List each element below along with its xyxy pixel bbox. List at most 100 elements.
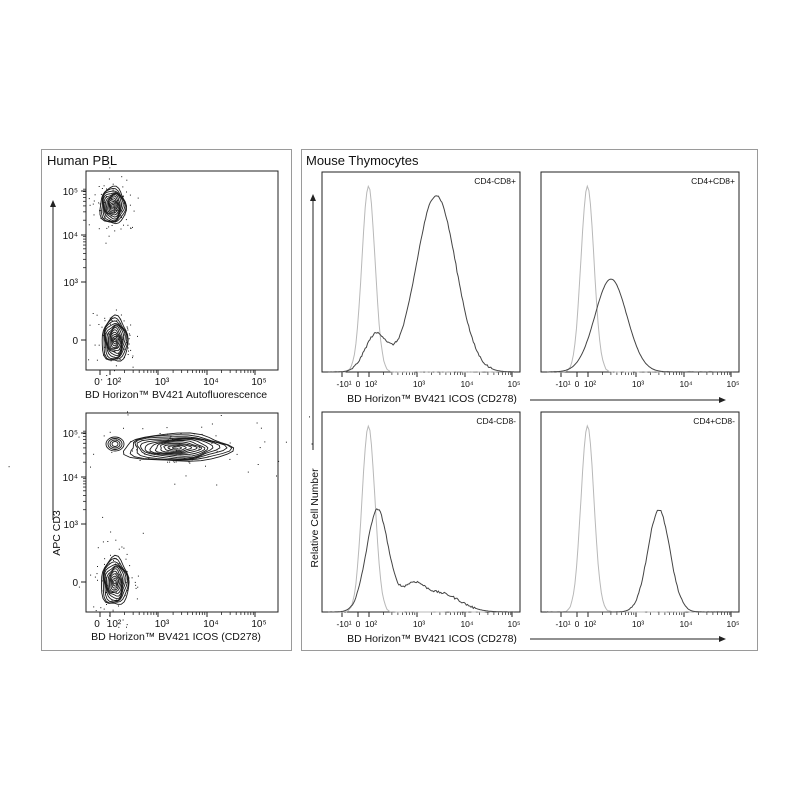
x-tick-label: 10³ [155,619,170,630]
stained-histogram-line [328,508,514,613]
event-dot [278,460,280,462]
contour-line [103,564,127,601]
event-dot [112,337,114,339]
event-dot [111,225,113,226]
event-dot [97,579,98,581]
event-dot [127,224,129,226]
event-dot [114,350,116,352]
contour-line [139,438,214,459]
x-tick-label: 10⁴ [679,379,692,389]
event-dot [110,531,112,533]
event-dot [108,333,110,335]
y-tick-label: 10⁵ [63,429,78,440]
event-dot [256,422,258,424]
event-dot [104,317,106,319]
contour-line [109,201,117,212]
x-tick-label: 10⁴ [203,619,218,630]
event-dot [94,194,96,196]
contour-line [172,446,183,450]
event-dot [109,615,111,617]
event-dot [132,357,133,359]
event-dot [88,198,90,200]
event-dot [115,365,117,367]
event-dot [106,619,108,620]
event-dot [109,317,111,319]
contour-line [159,442,198,454]
event-dot [129,194,131,196]
event-dot [125,558,127,560]
event-dot [174,483,176,485]
event-dot [114,338,115,340]
event-dot [93,214,95,216]
control-histogram-line [328,424,515,613]
event-dot [123,348,125,350]
event-dot [109,593,111,595]
event-dot [120,574,122,576]
x-axis-label: BD Horizon™ BV421 Autofluorescence [85,389,267,401]
event-dot [104,563,105,565]
event-dot [120,228,122,230]
event-dot [96,573,98,575]
event-dot [96,314,98,316]
event-dot [105,196,107,197]
x-tick-label: 10² [584,619,596,629]
event-dot [89,204,91,206]
event-dot [110,360,112,362]
event-dot [98,186,100,187]
event-dot [103,608,105,610]
x-tick-label: 10⁵ [508,379,521,389]
event-dot [259,447,261,449]
contour-line [106,325,123,354]
event-dot [115,309,117,311]
event-dot [132,366,134,368]
event-dot [108,235,110,237]
contour-line [110,331,121,348]
contour-line [101,187,127,223]
control-histogram-line [547,184,734,373]
event-dot [121,210,123,212]
event-dot [111,320,113,322]
event-dot [106,604,107,605]
event-dot [211,442,213,444]
event-dot [128,350,129,352]
event-dot [105,577,107,579]
event-dot [104,558,106,560]
event-dot [115,347,117,349]
event-dot [229,458,231,460]
event-dot [78,436,80,438]
histogram-label: CD4+CD8+ [691,176,735,186]
contour-line [108,199,119,213]
event-dot [108,226,110,228]
event-dot [135,587,137,589]
event-dot [102,334,104,336]
population-0 [88,167,139,244]
event-dot [175,461,177,463]
event-dot [159,433,161,434]
stained-histogram-line [328,195,514,373]
event-dot [129,565,131,567]
event-dot [118,605,119,607]
y-tick-label: 0 [72,578,78,589]
event-dot [128,343,130,345]
y-tick-label: 10⁴ [63,231,78,242]
event-dot [137,575,139,577]
event-dot [96,359,98,361]
event-dot [121,217,122,218]
x-tick-label: 0 [575,379,580,389]
x-tick-label: 10⁵ [251,619,266,630]
x-tick-label: 10² [584,379,596,389]
event-dot [123,202,125,204]
x-tick-label: 10⁵ [251,377,266,388]
event-dot [89,324,91,326]
event-dot [257,464,259,465]
contour-line [129,434,233,461]
event-dot [142,532,144,534]
x-tick-label: 0 [356,619,361,629]
contour-line [123,432,235,462]
x-tick-label: 10⁵ [508,619,521,629]
event-dot [102,541,104,543]
event-dot [90,466,91,468]
event-dot [100,193,102,195]
event-dot [104,346,106,348]
